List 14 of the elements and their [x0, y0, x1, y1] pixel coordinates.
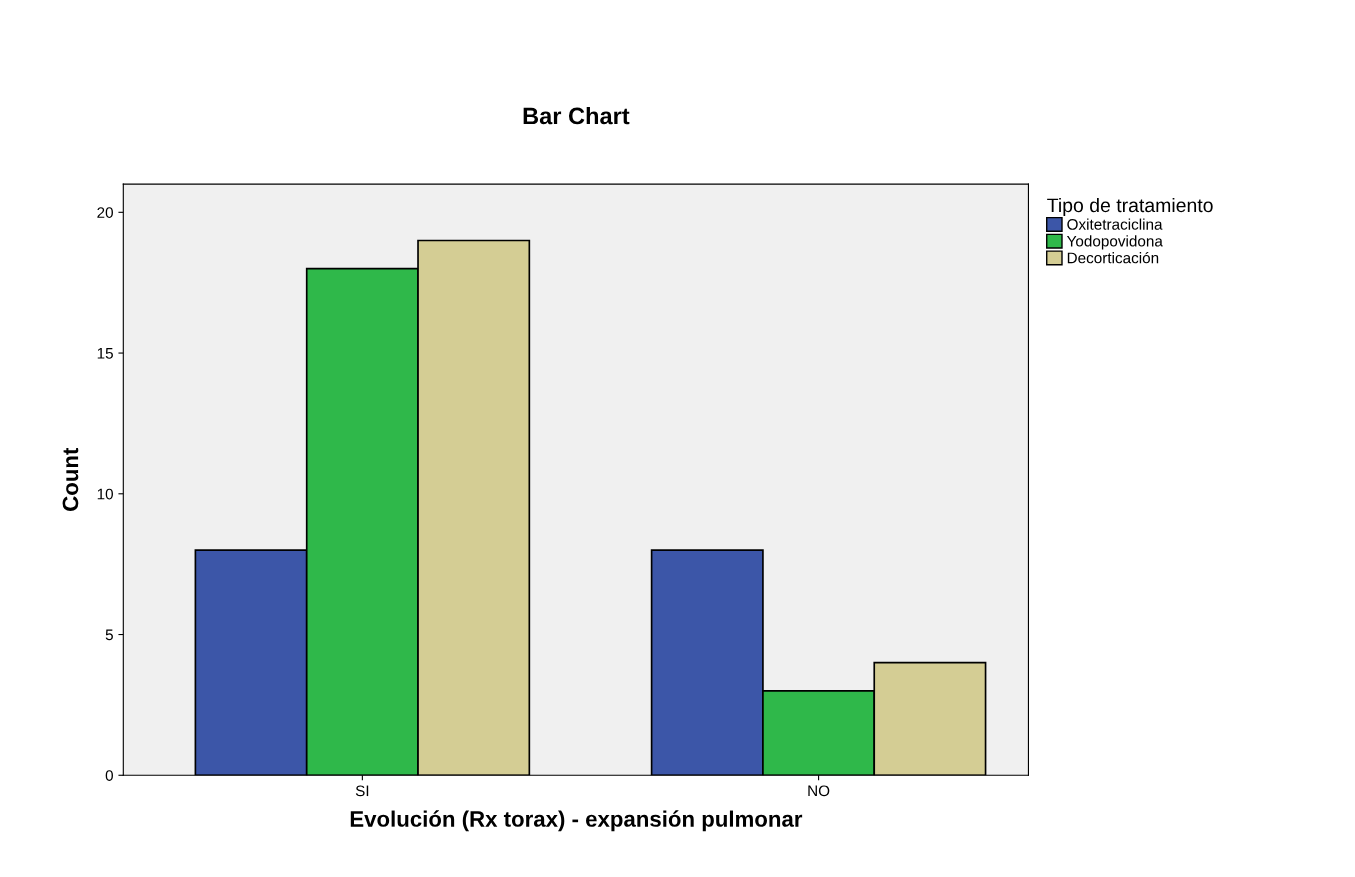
x-axis-title: Evolución (Rx torax) - expansión pulmonar: [350, 810, 803, 832]
legend-label: Decorticación: [1067, 251, 1159, 264]
y-axis-title: Count: [62, 447, 79, 511]
y-tick-label: 0: [105, 770, 113, 781]
y-tick-label: 10: [97, 488, 113, 500]
x-tick-label: SI: [355, 785, 369, 797]
legend-title: Tipo de tratamiento: [1047, 197, 1213, 217]
chart-title: Bar Chart: [523, 107, 630, 125]
y-tick-label: 15: [97, 348, 113, 359]
y-tick-label: 5: [105, 629, 113, 641]
y-tick-label: 20: [97, 207, 113, 218]
legend-label: Yodopovidona: [1066, 235, 1163, 250]
x-tick-label: NO: [808, 785, 830, 797]
legend-label: Oxitetraciclina: [1067, 218, 1163, 230]
